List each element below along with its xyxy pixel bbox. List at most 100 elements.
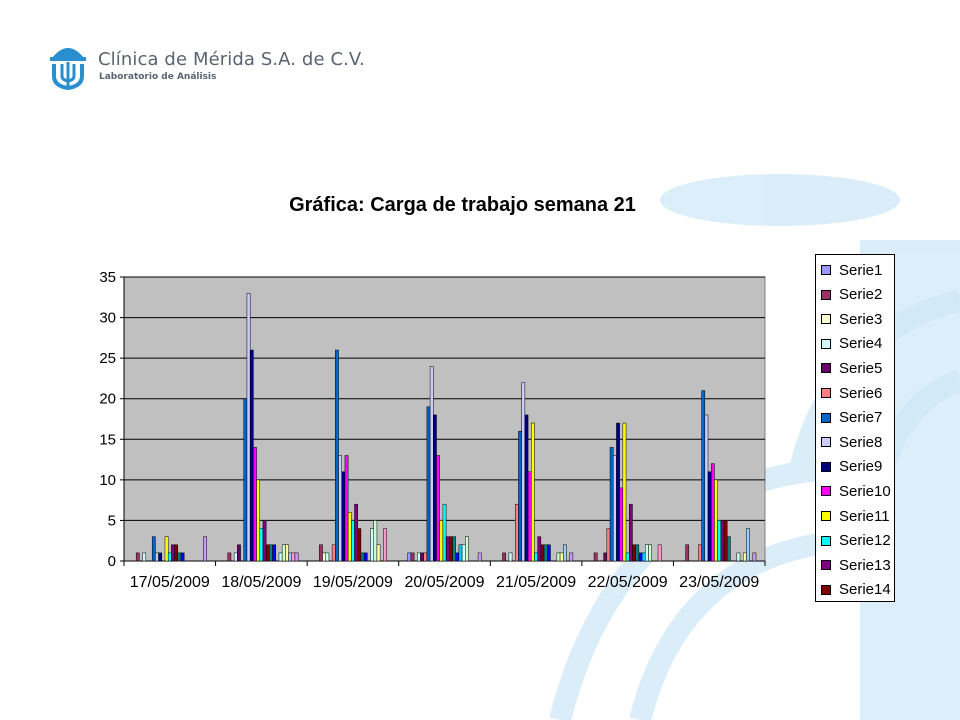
x-tick-label: 21/05/2009 <box>496 574 576 591</box>
bar-series-6 <box>331 544 336 562</box>
bar-series-14 <box>723 520 728 562</box>
bar-series-2 <box>502 552 506 562</box>
bar-series-16 <box>455 552 460 562</box>
bar-series-21 <box>746 528 750 562</box>
bar-series-11 <box>347 512 352 562</box>
legend-item: Serie13 <box>821 556 891 574</box>
bar-series-12 <box>625 552 630 562</box>
bar-series-15 <box>452 536 456 562</box>
bar-series-12 <box>717 520 722 562</box>
bar-series-15 <box>360 552 365 562</box>
legend-swatch <box>821 486 831 497</box>
legend-swatch <box>821 388 831 398</box>
bar-series-19 <box>648 544 652 562</box>
chart-title: Gráfica: Carga de trabajo semana 21 <box>289 194 636 216</box>
bar-series-6 <box>423 552 428 562</box>
bar-series-23 <box>203 536 207 562</box>
bar-series-18 <box>278 552 283 562</box>
bar-series-18 <box>461 544 466 562</box>
bar-series-11 <box>439 520 444 562</box>
legend-label: Serie7 <box>839 409 883 427</box>
bar-series-20 <box>742 552 747 562</box>
legend-item: Serie6 <box>821 384 882 402</box>
legend-label: Serie5 <box>839 359 883 377</box>
bar-series-17 <box>641 552 646 562</box>
bar-series-8 <box>246 292 251 562</box>
legend-item: Serie3 <box>821 310 882 328</box>
bar-series-11 <box>531 422 535 562</box>
legend-swatch <box>821 314 831 325</box>
legend-label: Serie14 <box>839 581 891 599</box>
x-tick-label: 19/05/2009 <box>313 574 393 591</box>
bar-series-13 <box>720 520 725 562</box>
x-tick-label: 22/05/2009 <box>588 574 668 591</box>
bar-series-14 <box>540 544 545 562</box>
bar-series-18 <box>644 544 649 562</box>
bar-series-12 <box>351 520 355 562</box>
legend-label: Serie4 <box>839 335 883 353</box>
bar-series-7 <box>609 447 614 562</box>
bar-series-4 <box>233 552 238 562</box>
legend-swatch <box>821 363 831 374</box>
bar-series-16 <box>272 544 277 562</box>
bar-series-16 <box>363 552 368 562</box>
bar-series-19 <box>281 544 286 562</box>
legend-item: Serie5 <box>821 359 882 377</box>
legend-swatch <box>821 461 831 472</box>
clinic-logo-icon <box>50 48 86 90</box>
bar-series-2 <box>593 552 598 562</box>
bar-series-5 <box>237 544 241 562</box>
bar-series-20 <box>376 544 381 562</box>
y-tick-label: 0 <box>108 553 116 570</box>
bar-series-23 <box>477 552 482 562</box>
y-tick-label: 25 <box>99 350 116 367</box>
bar-series-14 <box>265 544 270 562</box>
legend-swatch <box>821 338 831 349</box>
bar-series-2 <box>227 552 232 562</box>
bar-series-8 <box>521 382 526 562</box>
x-tick-label: 23/05/2009 <box>679 574 759 591</box>
legend-label: Serie2 <box>839 286 883 304</box>
legend-label: Serie1 <box>839 261 883 279</box>
bar-series-9 <box>707 471 712 562</box>
bar-series-12 <box>442 503 447 562</box>
bar-series-12 <box>259 528 264 562</box>
bar-series-12 <box>534 552 538 562</box>
bar-series-16 <box>180 552 185 562</box>
y-tick-label: 15 <box>99 431 116 448</box>
bar-series-9 <box>524 414 529 562</box>
bar-series-21 <box>563 544 567 562</box>
bar-series-14 <box>174 544 179 562</box>
bar-series-5 <box>420 552 424 562</box>
bar-series-11 <box>714 479 718 562</box>
clinic-name: Clínica de Mérida S.A. de C.V. <box>98 49 365 70</box>
legend-swatch <box>821 265 831 275</box>
legend-swatch <box>821 511 831 521</box>
legend-item: Serie9 <box>821 458 882 476</box>
bar-series-13 <box>537 536 542 562</box>
bar-series-13 <box>171 544 175 562</box>
bar-series-23 <box>294 552 299 562</box>
legend-swatch <box>821 535 831 546</box>
bar-series-4 <box>508 552 513 562</box>
legend-swatch <box>821 437 831 448</box>
bar-series-21 <box>288 552 293 562</box>
y-tick-label: 20 <box>99 391 116 408</box>
bar-series-12 <box>167 552 172 562</box>
bar-series-22 <box>291 552 296 562</box>
bar-series-13 <box>445 536 450 562</box>
bar-series-9 <box>341 471 346 562</box>
bar-series-23 <box>752 552 757 562</box>
bar-series-13 <box>628 503 633 562</box>
bar-series-20 <box>285 544 289 562</box>
bar-series-19 <box>556 552 561 562</box>
bar-series-10 <box>253 447 257 562</box>
bar-series-17 <box>458 544 463 562</box>
legend-item: Serie1 <box>821 261 882 279</box>
legend-label: Serie11 <box>839 507 890 525</box>
bar-series-2 <box>135 552 140 562</box>
y-tick-label: 30 <box>99 310 116 327</box>
bar-series-15 <box>177 552 182 562</box>
legend-item: Serie12 <box>821 532 891 550</box>
